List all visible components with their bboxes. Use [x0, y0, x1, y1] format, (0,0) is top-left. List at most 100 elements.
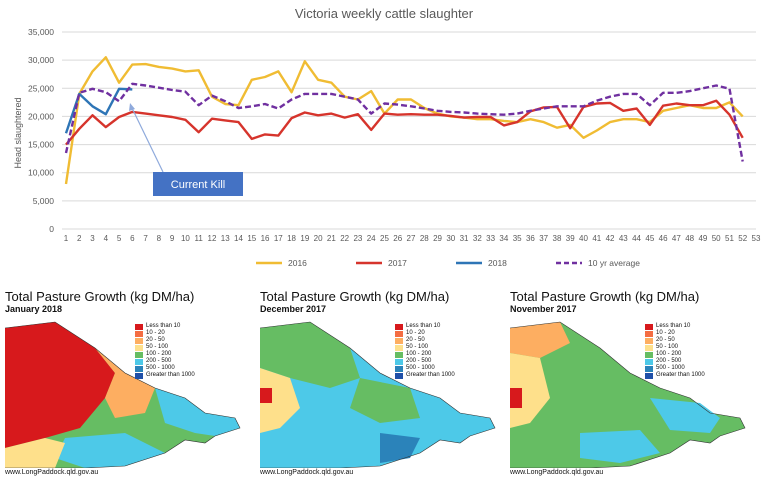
x-tick-label: 15 [247, 234, 256, 243]
pasture-map-december-2017: Total Pasture Growth (kg DM/ha) December… [260, 290, 510, 485]
map-legend-swatch [135, 337, 143, 344]
map-legend-label: 500 - 1000 [656, 365, 685, 371]
y-tick-label: 25,000 [28, 83, 54, 93]
y-tick-label: 20,000 [28, 111, 54, 121]
map-legend-label: 500 - 1000 [406, 365, 435, 371]
map-legend-swatch [645, 344, 653, 351]
x-tick-label: 26 [393, 234, 402, 243]
x-tick-label: 1 [64, 234, 69, 243]
map-source[interactable]: www.LongPaddock.qld.gov.au [260, 469, 354, 476]
map-legend-swatch [135, 351, 143, 358]
x-tick-label: 2 [77, 234, 82, 243]
map-legend-swatch [135, 344, 143, 351]
x-tick-label: 42 [606, 234, 615, 243]
map-source[interactable]: www.LongPaddock.qld.gov.au [5, 469, 99, 476]
x-tick-label: 31 [460, 234, 469, 243]
map-legend-item: 500 - 1000 [135, 365, 195, 372]
map-legend-label: Less than 10 [406, 323, 441, 329]
map-legend-swatch [645, 358, 653, 365]
x-tick-label: 20 [314, 234, 323, 243]
map-legend-item: 200 - 500 [645, 358, 705, 365]
x-tick-label: 41 [592, 234, 601, 243]
map-legend-item: Less than 10 [645, 323, 705, 330]
y-tick-label: 15,000 [28, 140, 54, 150]
series-line-10-yr-average [64, 82, 744, 162]
map-legend-label: 500 - 1000 [146, 365, 175, 371]
map-legend-item: 10 - 20 [645, 330, 705, 337]
map-legend-label: Less than 10 [656, 323, 691, 329]
map-legend-swatch [395, 358, 403, 365]
pasture-map-january-2018: Total Pasture Growth (kg DM/ha) January … [5, 290, 255, 485]
current-kill-annotation: Current Kill [129, 103, 243, 196]
x-tick-label: 43 [619, 234, 628, 243]
map-subtitle: January 2018 [5, 304, 63, 314]
map-legend-label: 10 - 20 [406, 330, 425, 336]
map-legend-item: Greater than 1000 [395, 372, 455, 379]
map-legend-swatch [395, 337, 403, 344]
x-tick-label: 3 [90, 234, 95, 243]
victoria-map [5, 321, 241, 468]
x-tick-label: 28 [420, 234, 429, 243]
map-legend-label: 20 - 50 [146, 337, 165, 343]
annotation-text: Current Kill [171, 179, 225, 191]
x-tick-label: 18 [287, 234, 296, 243]
chart-legend: 2016 2017 2018 10 yr average [256, 258, 640, 268]
x-tick-label: 13 [221, 234, 230, 243]
map-legend-swatch [645, 372, 653, 379]
x-tick-label: 53 [752, 234, 761, 243]
x-tick-label: 45 [645, 234, 654, 243]
map-legend-swatch [645, 323, 653, 330]
x-tick-label: 44 [632, 234, 641, 243]
map-legend-item: Less than 10 [395, 323, 455, 330]
map-legend-item: 200 - 500 [395, 358, 455, 365]
map-subtitle: November 2017 [510, 304, 577, 314]
y-tick-label: 10,000 [28, 168, 54, 178]
map-legend-label: 50 - 100 [146, 344, 169, 350]
map-legend-item: 10 - 20 [395, 330, 455, 337]
x-tick-label: 25 [380, 234, 389, 243]
map-legend: Less than 10 10 - 20 20 - 50 50 - 100 100 - … [135, 323, 195, 379]
series-line-2018 [64, 87, 133, 134]
map-legend-item: Greater than 1000 [645, 372, 705, 379]
x-tick-label: 51 [725, 234, 734, 243]
map-source[interactable]: www.LongPaddock.qld.gov.au [510, 469, 604, 476]
legend-label: 10 yr average [588, 258, 640, 268]
y-tick-label: 5,000 [33, 196, 55, 206]
x-tick-label: 40 [579, 234, 588, 243]
x-tick-label: 36 [526, 234, 535, 243]
y-tick-label: 35,000 [28, 27, 54, 37]
x-tick-label: 11 [195, 234, 204, 243]
map-legend-label: 50 - 100 [656, 344, 679, 350]
series-line-2016 [64, 56, 744, 185]
victoria-map [510, 321, 746, 468]
annotation-arrow [131, 107, 164, 173]
map-legend-swatch [395, 344, 403, 351]
legend-label: 2016 [288, 258, 307, 268]
x-tick-label: 19 [300, 234, 309, 243]
pasture-map-november-2017: Total Pasture Growth (kg DM/ha) November… [510, 290, 760, 485]
map-legend-item: 200 - 500 [135, 358, 195, 365]
map-legend-item: Greater than 1000 [135, 372, 195, 379]
x-tick-label: 29 [433, 234, 442, 243]
x-tick-label: 5 [117, 234, 122, 243]
map-legend: Less than 10 10 - 20 20 - 50 50 - 100 100 - … [395, 323, 455, 379]
map-legend-item: Less than 10 [135, 323, 195, 330]
map-legend-item: 500 - 1000 [645, 365, 705, 372]
map-legend-label: 20 - 50 [656, 337, 675, 343]
x-tick-label: 38 [553, 234, 562, 243]
x-tick-label: 9 [170, 234, 175, 243]
x-tick-label: 49 [698, 234, 707, 243]
map-legend-label: 50 - 100 [406, 344, 429, 350]
map-legend-item: 10 - 20 [135, 330, 195, 337]
y-tick-label: 30,000 [28, 55, 54, 65]
x-tick-label: 46 [659, 234, 668, 243]
map-legend-label: 200 - 500 [656, 358, 682, 364]
map-title: Total Pasture Growth (kg DM/ha) [260, 289, 450, 304]
map-legend-swatch [395, 323, 403, 330]
y-axis-label: Head slaughtered [13, 97, 23, 168]
x-tick-label: 48 [685, 234, 694, 243]
x-tick-label: 27 [407, 234, 416, 243]
x-tick-label: 21 [327, 234, 336, 243]
map-legend-item: 100 - 200 [645, 351, 705, 358]
map-legend-item: 50 - 100 [135, 344, 195, 351]
